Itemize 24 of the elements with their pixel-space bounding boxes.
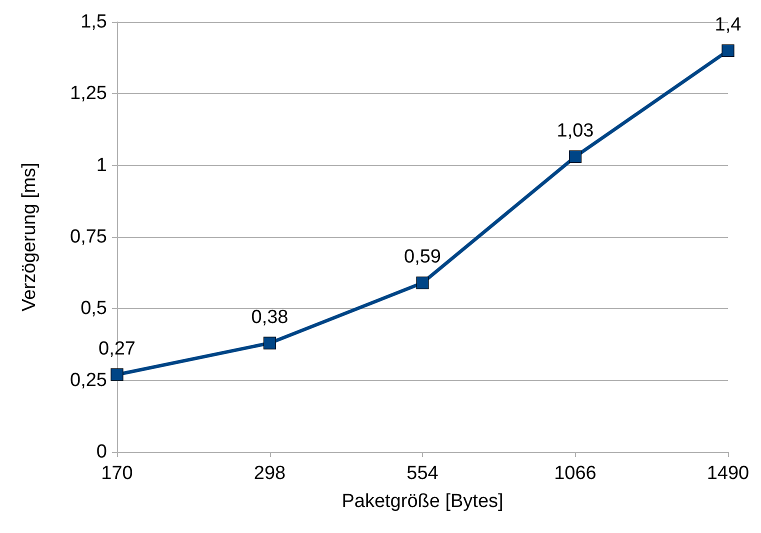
point: [722, 44, 734, 57]
y-tick-label: 0,5: [80, 298, 107, 320]
y-axis-title: Verzögerung [ms]: [19, 162, 40, 312]
x-tick-label: 298: [254, 463, 286, 484]
data-label: 0,27: [98, 338, 136, 360]
x-tick-label: 554: [406, 463, 439, 484]
x-axis-title: Paketgröße [Bytes]: [342, 491, 504, 512]
data-label: 1,03: [556, 120, 594, 142]
y-tick-label: 0: [96, 442, 107, 462]
x-tick-label: 1490: [706, 463, 750, 484]
x-tick-label: 1066: [554, 463, 596, 484]
point: [568, 150, 582, 164]
point: [110, 368, 124, 381]
y-tick-label: 0,75: [70, 226, 107, 248]
data-label: 1,4: [714, 14, 742, 36]
x-tick-label: 170: [101, 463, 133, 484]
y-tick-label: 1: [96, 154, 107, 176]
point: [263, 336, 276, 350]
y-tick-label: 1,5: [80, 12, 107, 32]
y-tick-label: 0,25: [70, 370, 107, 391]
y-tick-label: 1,25: [70, 83, 107, 104]
data-label: 0,59: [404, 246, 441, 268]
point: [416, 276, 429, 290]
data-label: 0,38: [251, 306, 288, 328]
